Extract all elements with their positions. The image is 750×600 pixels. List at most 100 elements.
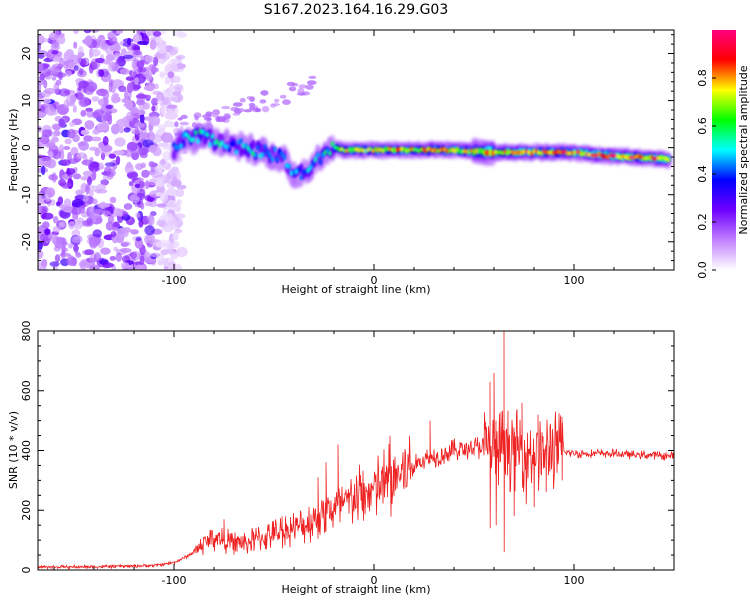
noise-blob: [148, 64, 156, 72]
noise-blob: [130, 106, 139, 114]
ridge-blob: [309, 164, 313, 171]
x-tick-label: 0: [371, 574, 378, 587]
snr-x-ticks: -100 0 100: [53, 331, 655, 587]
ridge-blob: [265, 149, 270, 156]
noise-blob: [124, 163, 134, 174]
streak-blob: [308, 75, 317, 79]
noise-blob: [157, 44, 167, 54]
noise-blob: [88, 236, 100, 247]
noise-blob: [41, 221, 50, 229]
noise-blob: [166, 173, 171, 185]
streak-blob: [298, 84, 308, 89]
snr-panel: -100 0 100 0 200 400 600 800 Height of straigh…: [7, 321, 675, 596]
noise-blob: [52, 236, 64, 246]
spectrogram-noise-region: [38, 30, 317, 270]
noise-blob: [61, 173, 69, 181]
noise-blob: [110, 231, 117, 238]
noise-blob: [46, 142, 56, 148]
streak-blob: [232, 102, 243, 107]
noise-blob: [39, 73, 45, 81]
noise-blob: [38, 100, 41, 108]
noise-blob: [90, 136, 102, 142]
noise-blob: [64, 138, 72, 145]
colorbar-label: Normalized spectral amplitude: [737, 65, 750, 234]
noise-blob: [176, 32, 188, 38]
noise-blob: [88, 146, 99, 151]
ridge-blob: [280, 151, 284, 157]
ridge-blob: [297, 166, 301, 173]
noise-blob: [147, 130, 154, 141]
noise-blob: [166, 111, 178, 120]
noise-blob: [144, 55, 155, 63]
noise-blob: [49, 261, 60, 267]
noise-blob: [86, 217, 93, 226]
noise-blob: [152, 31, 162, 37]
noise-blob: [111, 123, 120, 135]
ridge-blob: [256, 145, 260, 151]
noise-blob: [126, 82, 134, 94]
colorbar-tick-label: 0.2: [696, 213, 709, 231]
noise-blob: [47, 234, 58, 240]
noise-blob: [67, 168, 76, 175]
ridge-blob: [275, 156, 280, 163]
noise-blob: [40, 165, 46, 176]
noise-blob: [128, 181, 134, 187]
ridge-blob: [253, 152, 258, 158]
ridge-blob: [325, 147, 330, 153]
noise-blob: [150, 161, 156, 173]
noise-blob: [79, 96, 91, 107]
ridge-blob: [263, 144, 268, 150]
ridge-blob: [282, 154, 287, 161]
noise-blob: [53, 30, 60, 39]
noise-blob: [167, 64, 178, 72]
noise-blob: [144, 201, 153, 207]
noise-blob: [167, 219, 179, 228]
noise-blob: [138, 147, 148, 156]
noise-blob: [93, 252, 102, 263]
noise-blob: [135, 94, 147, 99]
noise-blob: [52, 124, 61, 131]
noise-blob: [58, 221, 66, 228]
noise-blob: [157, 164, 163, 174]
noise-blob: [156, 203, 167, 208]
figure-title: S167.2023.164.16.29.G03: [264, 2, 449, 18]
snr-y-ticks: 0 200 400 600 800: [20, 321, 674, 574]
noise-blob: [51, 76, 57, 81]
streak-blob: [179, 121, 189, 126]
noise-blob: [159, 71, 165, 79]
noise-blob: [115, 252, 123, 262]
noise-blob: [68, 243, 74, 249]
noise-blob: [93, 208, 105, 214]
spectrogram-y-ticks: -20 -10 0 10 20: [20, 34, 674, 271]
noise-blob: [134, 127, 140, 135]
noise-blob: [58, 179, 66, 187]
noise-blob: [114, 137, 126, 147]
ridge-blob: [311, 160, 316, 167]
noise-blob: [156, 99, 163, 104]
noise-blob: [92, 128, 100, 135]
colorbar-tick-label: 0.8: [696, 69, 709, 87]
noise-blob: [107, 31, 115, 39]
noise-blob: [148, 178, 157, 186]
noise-blob: [143, 85, 155, 91]
noise-blob: [170, 179, 182, 187]
noise-blob: [44, 228, 51, 235]
noise-blob: [47, 150, 54, 159]
noise-blob: [100, 247, 111, 255]
noise-blob: [119, 68, 130, 75]
noise-blob: [63, 146, 71, 150]
noise-blob: [100, 179, 109, 186]
y-tick-label: 0: [20, 567, 33, 574]
noise-blob: [100, 144, 113, 153]
noise-blob: [172, 231, 179, 241]
streak-blob: [282, 99, 291, 105]
ridge-blob: [196, 138, 200, 144]
noise-blob: [175, 63, 186, 70]
streak-blob: [192, 122, 197, 128]
noise-blob: [134, 77, 139, 85]
noise-blob: [99, 42, 109, 50]
noise-blob: [141, 169, 150, 178]
noise-blob: [39, 266, 47, 270]
noise-blob: [171, 78, 179, 84]
